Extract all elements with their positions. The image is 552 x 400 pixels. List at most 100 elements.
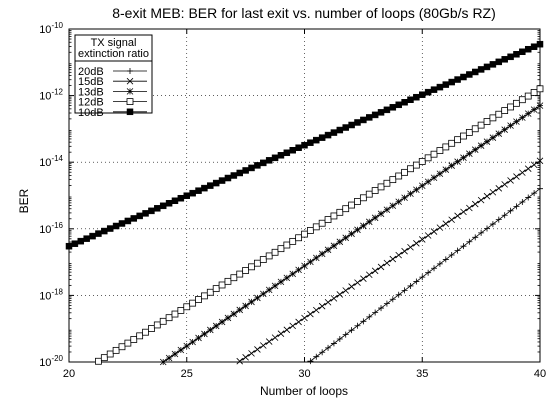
data-point	[495, 185, 503, 192]
data-point	[383, 106, 391, 114]
data-point	[312, 223, 320, 231]
axis-ticks: 20 25 30 35 40 10-20 10-18 10-16 10-14 10-12 10-10	[39, 21, 546, 380]
data-point	[454, 247, 461, 254]
data-point	[318, 302, 326, 310]
data-point	[454, 212, 461, 220]
data-point	[430, 150, 438, 158]
x-tick-label: 25	[181, 368, 193, 380]
data-point	[513, 203, 520, 210]
data-point	[189, 338, 196, 346]
data-point	[507, 53, 514, 61]
data-point	[324, 216, 332, 223]
y-tick-label: 10-12	[39, 88, 63, 103]
series-20dB	[307, 185, 543, 365]
series-12dB	[95, 85, 544, 365]
data-point	[395, 101, 402, 109]
data-point	[330, 129, 338, 136]
data-point	[418, 236, 426, 243]
data-point	[271, 154, 279, 162]
data-point	[489, 61, 497, 68]
data-point	[342, 205, 350, 213]
data-point	[412, 161, 420, 169]
data-point	[401, 99, 408, 106]
data-point	[236, 306, 244, 314]
data-point	[371, 214, 379, 222]
data-point	[524, 92, 532, 100]
data-point	[236, 169, 243, 177]
data-point	[348, 201, 356, 209]
data-point	[518, 96, 526, 104]
data-point	[218, 318, 226, 326]
data-point	[283, 274, 291, 282]
data-point	[306, 227, 314, 234]
data-point	[418, 158, 426, 165]
data-point	[189, 299, 197, 307]
data-point	[248, 298, 255, 306]
data-point	[501, 107, 509, 115]
data-point	[277, 245, 285, 253]
data-point	[395, 251, 402, 259]
data-point	[418, 182, 426, 190]
data-point	[289, 146, 296, 154]
data-point	[401, 168, 408, 176]
data-point	[507, 122, 514, 129]
data-point	[407, 243, 414, 251]
data-point	[524, 45, 532, 53]
data-point	[212, 179, 220, 187]
data-point	[483, 63, 491, 71]
data-point	[425, 269, 432, 276]
data-point	[507, 103, 514, 111]
data-point	[407, 190, 414, 198]
data-point	[154, 205, 161, 212]
data-point	[142, 210, 149, 217]
legend-label: 10dB	[78, 107, 104, 119]
data-point	[519, 169, 526, 176]
data-point	[501, 181, 508, 188]
x-tick-label: 20	[63, 368, 75, 380]
data-point	[442, 220, 450, 227]
grid-lines	[69, 29, 540, 362]
data-point	[319, 349, 326, 356]
series-layer	[65, 40, 544, 366]
data-point	[519, 198, 526, 205]
data-point	[342, 234, 349, 242]
data-point	[313, 353, 320, 360]
data-point	[230, 172, 238, 179]
data-point	[230, 310, 238, 318]
data-point	[195, 334, 202, 342]
data-point	[342, 124, 349, 131]
data-point	[295, 234, 303, 242]
data-point	[431, 265, 438, 272]
data-point	[436, 260, 443, 267]
data-point	[495, 130, 503, 137]
y-tick-label: 10-18	[39, 287, 63, 302]
data-point	[513, 173, 520, 180]
data-point	[165, 354, 173, 362]
data-point	[230, 274, 238, 282]
data-point	[307, 310, 314, 318]
data-point	[536, 157, 544, 165]
data-point	[513, 118, 520, 125]
data-point	[430, 86, 438, 93]
data-point	[530, 89, 538, 96]
data-point	[436, 170, 444, 178]
data-point	[254, 346, 261, 353]
data-point	[442, 81, 450, 88]
data-point	[325, 344, 332, 351]
data-point	[448, 78, 455, 86]
data-point	[236, 357, 244, 365]
data-point	[207, 326, 214, 334]
data-point	[454, 76, 461, 83]
data-point	[242, 167, 249, 174]
data-point	[295, 144, 302, 151]
data-point	[477, 196, 485, 204]
data-point	[201, 184, 208, 192]
data-point	[377, 210, 385, 218]
data-point	[460, 132, 467, 140]
data-point	[295, 266, 302, 274]
data-point	[312, 254, 320, 262]
data-point	[301, 141, 308, 149]
data-point	[407, 165, 414, 173]
data-point	[342, 331, 349, 338]
